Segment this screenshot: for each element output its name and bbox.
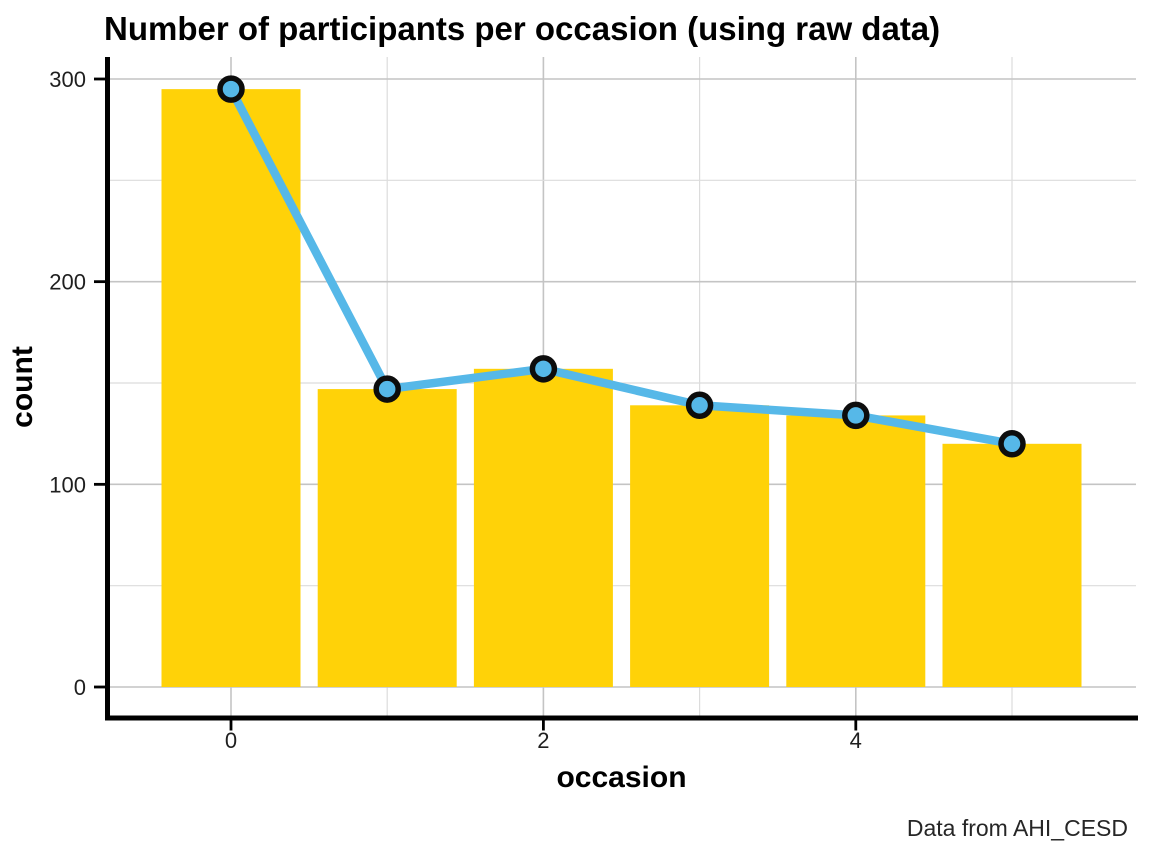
data-point [998, 430, 1026, 458]
bar [942, 443, 1082, 687]
tick-labels: 0 100 200 300 0 2 4 [49, 67, 862, 753]
bar [630, 405, 770, 687]
x-tick-label: 0 [225, 728, 237, 753]
y-axis-line [105, 57, 110, 721]
y-tick-label: 100 [49, 472, 86, 497]
bar [317, 389, 457, 687]
data-point [685, 391, 714, 420]
bar [786, 415, 926, 687]
tick-marks [94, 77, 858, 731]
data-point [217, 75, 245, 103]
bar [473, 368, 613, 687]
data-point [529, 355, 558, 383]
x-tick-label: 4 [850, 728, 862, 753]
chart-title: Number of participants per occasion (usi… [104, 10, 940, 47]
y-tick-label: 300 [49, 67, 86, 92]
x-axis-line [105, 715, 1138, 721]
line-series [227, 87, 1013, 448]
chart-caption: Data from AHI_CESD [907, 815, 1128, 841]
x-tick-label: 2 [537, 728, 549, 753]
bar [161, 89, 301, 688]
data-point [842, 401, 870, 430]
trend-line [227, 87, 1013, 448]
y-tick-label: 200 [49, 270, 86, 295]
data-point [373, 375, 401, 403]
y-tick-label: 0 [74, 675, 86, 700]
point-series [217, 75, 1026, 458]
y-axis-title: count [6, 346, 39, 428]
bar-series [161, 89, 1082, 688]
axis-lines [105, 57, 1138, 721]
x-axis-title: occasion [556, 761, 686, 794]
